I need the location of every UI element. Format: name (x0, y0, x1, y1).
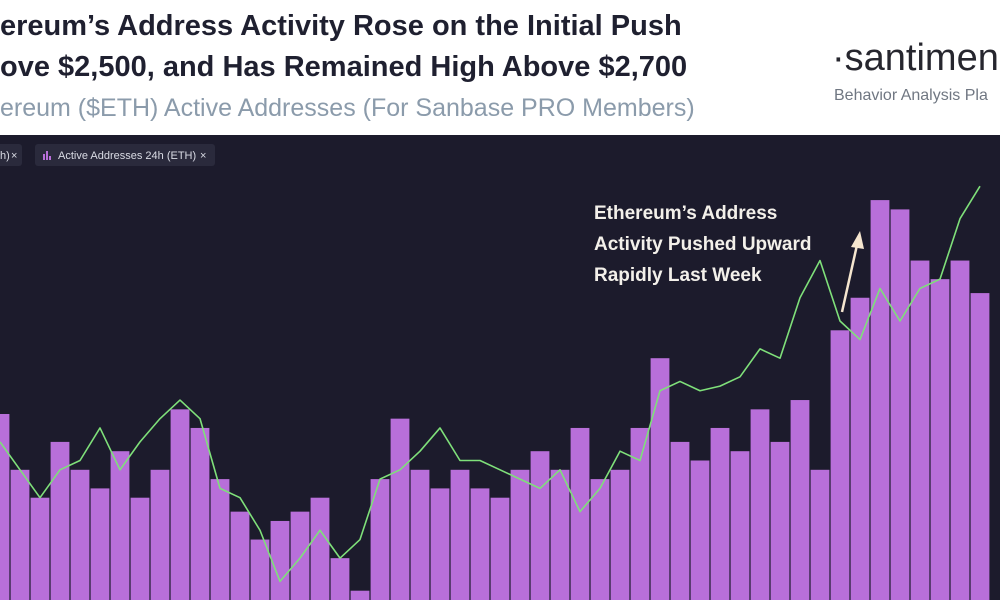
bar (330, 558, 350, 600)
bar (550, 469, 570, 600)
bar (850, 297, 870, 600)
bar (390, 418, 410, 600)
close-icon[interactable]: × (11, 150, 17, 162)
bar (350, 590, 370, 600)
bar (310, 497, 330, 600)
bar (150, 469, 170, 600)
plot (0, 185, 990, 600)
bar (750, 409, 770, 600)
bar (230, 511, 250, 600)
bar (450, 469, 470, 600)
title-line: ereum’s Address Activity Rose on the Ini… (0, 10, 682, 42)
bar (630, 427, 650, 600)
bar (690, 460, 710, 600)
bar (910, 260, 930, 600)
bar (870, 200, 890, 600)
bar (70, 469, 90, 600)
bar (830, 330, 850, 600)
bar (570, 427, 590, 600)
legend-tab[interactable] (0, 144, 22, 166)
bar (670, 441, 690, 600)
bar (530, 451, 550, 600)
bar (50, 441, 70, 600)
title-line: ove $2,500, and Has Remained High Above … (0, 51, 687, 83)
bar (790, 400, 810, 600)
bar (10, 469, 30, 600)
annotation-arrow (840, 231, 864, 313)
bar (710, 427, 730, 600)
bar (590, 479, 610, 600)
subtitle: ereum ($ETH) Active Addresses (For Sanba… (0, 94, 695, 122)
logo: ·santimen (832, 37, 999, 79)
bar (970, 293, 990, 600)
bar (250, 539, 270, 600)
bar (770, 441, 790, 600)
bar (510, 469, 530, 600)
bar (950, 260, 970, 600)
bar (210, 479, 230, 600)
bar (930, 279, 950, 600)
bar (430, 488, 450, 600)
bar (410, 469, 430, 600)
bar (110, 451, 130, 600)
bar (270, 520, 290, 600)
bar (30, 497, 50, 600)
close-icon[interactable]: × (200, 150, 206, 162)
annotation: Ethereum’s Address (594, 203, 777, 224)
logo-tagline: Behavior Analysis Pla (834, 87, 988, 104)
annotation: Activity Pushed Upward (594, 234, 812, 255)
bar (170, 409, 190, 600)
bar (810, 469, 830, 600)
bar (90, 488, 110, 600)
line (0, 185, 981, 583)
bar (370, 479, 390, 600)
bar (0, 414, 10, 600)
bar (130, 497, 150, 600)
bar (730, 451, 750, 600)
bar-icon (43, 151, 51, 160)
bar (470, 488, 490, 600)
bar (490, 497, 510, 600)
legend-tab[interactable] (35, 144, 215, 166)
bar (650, 358, 670, 600)
bar (610, 469, 630, 600)
annotation: Rapidly Last Week (594, 265, 762, 286)
legend-label: Active Addresses 24h (ETH) (58, 150, 196, 162)
legend-label: h) (0, 150, 10, 162)
bar (890, 209, 910, 600)
bar (190, 427, 210, 600)
bar (290, 511, 310, 600)
